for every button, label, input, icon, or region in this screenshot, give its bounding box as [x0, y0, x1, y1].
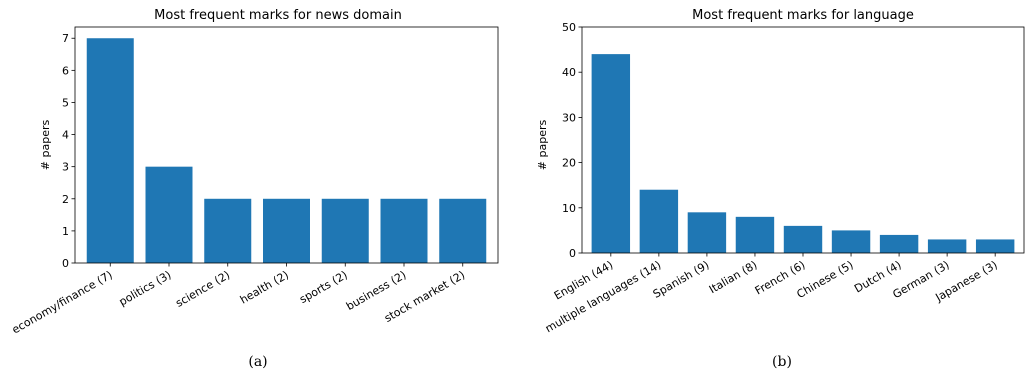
y-tick-label: 3: [62, 161, 69, 174]
bars: [591, 54, 1015, 254]
chart-news-domain: Most frequent marks for news domain # pa…: [10, 8, 499, 370]
y-tick-label: 4: [62, 129, 69, 142]
chart-title: Most frequent marks for news domain: [154, 8, 402, 23]
bar: [145, 166, 193, 263]
y-tick-label: 0: [62, 257, 69, 270]
y-ticks: 0 10 20 30 40 50: [562, 21, 582, 260]
bar: [321, 198, 369, 263]
bar: [831, 230, 871, 253]
x-ticks: economy/finance (7) politics (3) science (…: [10, 263, 467, 336]
y-tick-label: 30: [562, 111, 576, 124]
x-tick-label: Italian (8): [707, 258, 760, 296]
y-axis-label: # papers: [39, 120, 52, 171]
x-tick-label: science (2): [173, 268, 232, 309]
y-tick-label: 6: [62, 64, 69, 77]
caption: (b): [772, 354, 792, 370]
y-axis-label: # papers: [536, 120, 549, 171]
bar: [86, 38, 134, 263]
bar: [439, 198, 487, 263]
caption: (a): [248, 354, 267, 370]
x-tick-label: health (2): [238, 268, 291, 306]
plot-frame: [581, 26, 1025, 254]
x-tick-label: economy/finance (7): [10, 268, 115, 336]
y-tick-label: 5: [62, 96, 69, 109]
bar: [639, 189, 679, 253]
y-tick-label: 20: [562, 157, 576, 170]
bar: [380, 198, 428, 263]
x-tick-label: politics (3): [117, 268, 174, 308]
bar: [879, 234, 919, 253]
bar: [735, 216, 775, 253]
bars: [86, 38, 487, 263]
y-tick-label: 1: [62, 225, 69, 238]
bar: [975, 239, 1015, 253]
y-tick-label: 0: [569, 247, 576, 260]
bar: [687, 212, 727, 253]
y-tick-label: 2: [62, 193, 69, 206]
bar: [927, 239, 967, 253]
y-tick-label: 50: [562, 21, 576, 34]
y-ticks: 0 1 2 3 4 5 6 7: [62, 32, 75, 270]
y-tick-label: 7: [62, 32, 69, 45]
bar: [591, 54, 631, 254]
y-tick-label: 10: [562, 202, 576, 215]
y-tick-label: 40: [562, 66, 576, 79]
plot-frame: [74, 26, 499, 264]
bar: [263, 198, 310, 263]
bar: [783, 225, 823, 253]
chart-title: Most frequent marks for language: [692, 8, 914, 23]
x-tick-label: sports (2): [297, 268, 349, 306]
x-ticks: English (44)multiple languages (14)Spani…: [543, 253, 1000, 335]
chart-language: Most frequent marks for language # paper…: [536, 8, 1025, 370]
bar: [204, 198, 252, 263]
